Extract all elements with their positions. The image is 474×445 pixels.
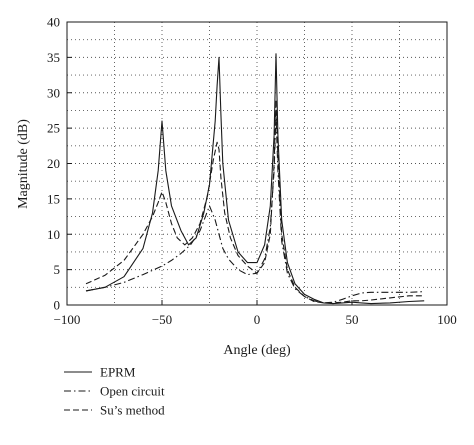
y-axis-label: Magnitude (dB) bbox=[16, 119, 31, 209]
y-tick-label: 25 bbox=[47, 121, 60, 136]
grid bbox=[67, 22, 447, 305]
y-tick-label: 40 bbox=[47, 15, 60, 30]
legend-label-0: EPRM bbox=[100, 365, 136, 380]
y-tick-label: 30 bbox=[47, 85, 60, 100]
x-tick-label: 100 bbox=[437, 312, 457, 327]
y-tick-label: 20 bbox=[47, 156, 60, 171]
y-tick-label: 35 bbox=[47, 50, 60, 65]
legend-label-1: Open circuit bbox=[100, 384, 165, 399]
x-axis-label: Angle (deg) bbox=[223, 343, 291, 358]
axis-ticks: −100 −50 0 50 100 0 5 10 15 20 25 30 35 40 bbox=[47, 15, 457, 328]
legend: EPRM Open circuit Su’s method bbox=[64, 365, 165, 418]
legend-label-2: Su’s method bbox=[100, 403, 165, 418]
series-line-1 bbox=[85, 113, 425, 304]
x-tick-label: 50 bbox=[346, 312, 359, 327]
series-line-2 bbox=[85, 99, 425, 304]
x-tick-label: 0 bbox=[254, 312, 261, 327]
y-tick-label: 0 bbox=[54, 298, 61, 313]
y-tick-label: 15 bbox=[47, 191, 60, 206]
series-line-0 bbox=[85, 53, 425, 305]
series-lines bbox=[85, 53, 425, 305]
y-tick-label: 5 bbox=[54, 262, 61, 277]
y-tick-label: 10 bbox=[47, 227, 60, 242]
x-tick-label: −50 bbox=[152, 312, 172, 327]
x-tick-label: −100 bbox=[54, 312, 81, 327]
